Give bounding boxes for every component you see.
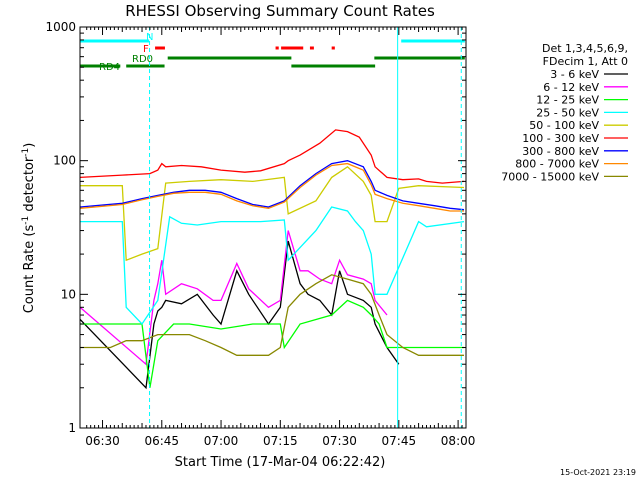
y-axis-ticks: 1 10 100 1000 [45, 20, 466, 435]
x-tick-label: 07:15 [263, 434, 298, 448]
series-line-4 [80, 165, 465, 262]
generation-timestamp: 15-Oct-2021 23:19 [560, 468, 636, 477]
chart-title: RHESSI Observing Summary Count Rates [125, 2, 435, 20]
legend-label: 7000 - 15000 keV [501, 170, 599, 183]
y-axis-label-mid: detector [22, 156, 37, 216]
y-tick-label: 1000 [45, 20, 76, 34]
flag-f-label: F [143, 44, 149, 55]
x-axis-label: Start Time (17-Mar-04 06:22:42) [175, 455, 386, 470]
x-axis-ticks: 06:30 06:45 07:00 07:15 07:30 07:45 08:00 [85, 27, 475, 448]
series-line-8 [80, 274, 464, 356]
guide-layer [79, 27, 462, 428]
legend-label: 3 - 6 keV [550, 68, 599, 81]
legend-label: 800 - 7000 keV [515, 158, 599, 171]
series-line-0 [80, 240, 400, 390]
legend-label: 300 - 800 keV [522, 145, 599, 158]
flags-layer: NFRD0RD4 [80, 32, 465, 73]
flag-rd4-label: RD4 [99, 62, 120, 73]
y-axis-label-sup2: -1 [21, 148, 31, 157]
x-tick-label: 07:45 [382, 434, 417, 448]
y-axis-label: Count Rate (s-1 detector-1) [21, 143, 37, 314]
y-axis-label-end: ) [22, 143, 37, 148]
series-line-3 [80, 206, 465, 326]
legend-label: 6 - 12 keV [543, 81, 599, 94]
legend-label: 12 - 25 keV [536, 94, 599, 107]
legend-header-line: Det 1,3,4,5,6,9, [542, 42, 628, 55]
y-tick-label: 10 [61, 287, 76, 301]
x-tick-label: 06:45 [144, 434, 179, 448]
legend-label: 100 - 300 keV [522, 132, 599, 145]
flag-rd0-label: RD0 [132, 54, 153, 65]
series-line-2 [80, 299, 464, 388]
y-tick-label: 100 [53, 154, 76, 168]
series-line-6 [80, 160, 465, 211]
legend-header-line: FDecim 1, Att 0 [543, 55, 628, 68]
series-layer [80, 129, 465, 390]
x-tick-label: 07:00 [204, 434, 239, 448]
legend-label: 50 - 100 keV [529, 119, 599, 132]
series-line-7 [80, 162, 464, 212]
plot-frame [79, 26, 467, 429]
legend-label: 25 - 50 keV [536, 106, 599, 119]
series-line-1 [80, 230, 388, 366]
y-tick-label: 1 [68, 421, 76, 435]
x-tick-label: 06:30 [85, 434, 120, 448]
y-axis-label-sup1: -1 [21, 216, 31, 225]
legend: Det 1,3,4,5,6,9,FDecim 1, Att 03 - 6 keV… [501, 42, 628, 183]
series-line-5 [80, 129, 465, 184]
x-tick-label: 07:30 [322, 434, 357, 448]
y-axis-label-main: Count Rate (s [22, 225, 37, 314]
x-tick-label: 08:00 [441, 434, 476, 448]
